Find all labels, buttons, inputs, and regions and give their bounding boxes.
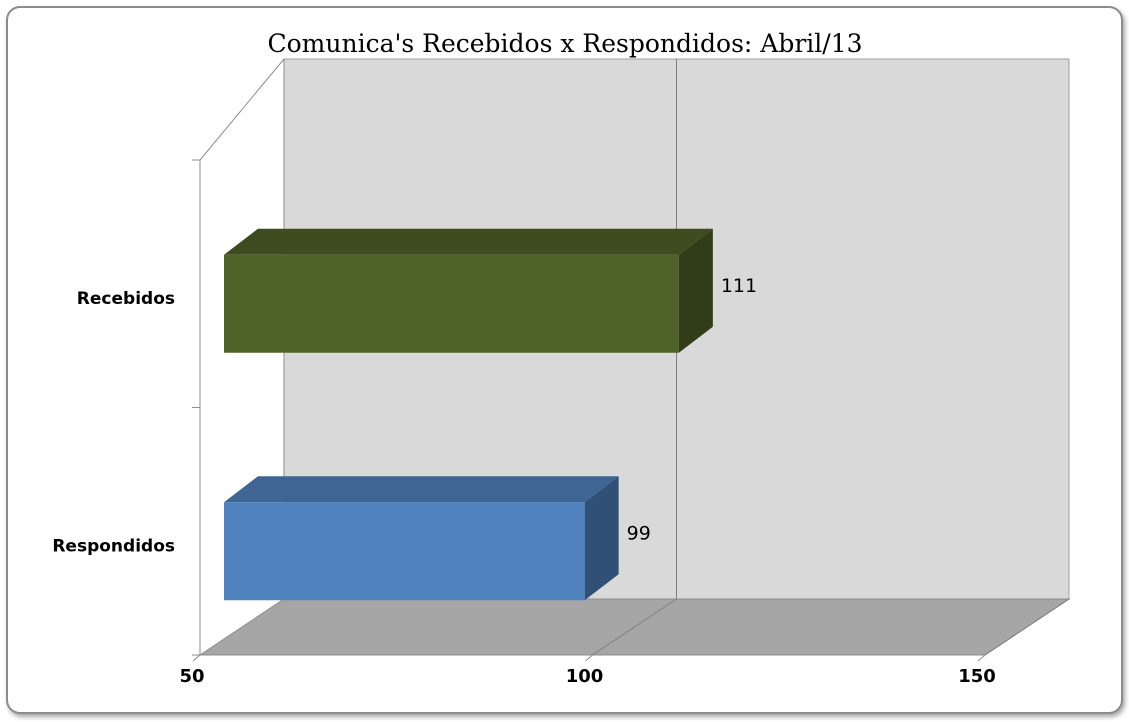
x-tick-label: 150 <box>958 666 996 687</box>
bar <box>224 254 679 353</box>
bar-top-face <box>224 228 713 255</box>
category-label: Respondidos <box>52 536 175 556</box>
data-label: 99 <box>627 522 651 544</box>
x-tick-mark <box>585 654 593 662</box>
floor-gridline <box>984 598 1070 656</box>
bars <box>224 228 713 601</box>
bar <box>224 502 585 601</box>
bar-side-face <box>584 476 619 601</box>
x-tick-mark <box>192 654 201 662</box>
x-tick-mark <box>977 654 986 662</box>
wall-top-edge <box>199 58 285 161</box>
x-tick-label: 50 <box>179 666 204 687</box>
bar-side-face <box>678 228 713 353</box>
floor-gridline <box>592 598 677 656</box>
chart-title: Comunica's Recebidos x Respondidos: Abri… <box>267 29 862 58</box>
data-label: 111 <box>721 275 757 297</box>
category-label: Recebidos <box>77 289 175 309</box>
bar-top-face <box>224 476 619 503</box>
x-tick-label: 100 <box>566 666 604 687</box>
labels: 50 100 150 111 Recebidos 99 Respondidos <box>52 275 995 687</box>
